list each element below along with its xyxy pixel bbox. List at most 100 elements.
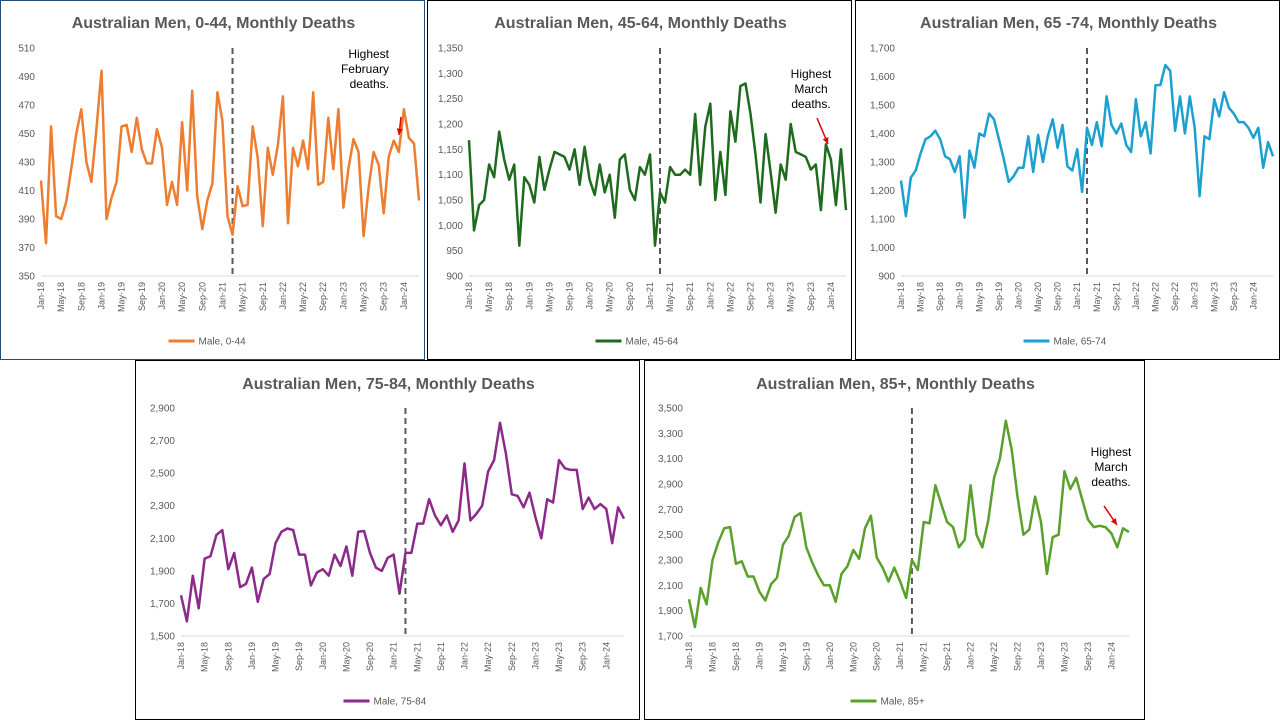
x-tick-label: May-19 (974, 282, 984, 312)
x-tick-label: May-21 (919, 642, 929, 672)
x-tick-label: Sep-21 (258, 282, 268, 311)
x-tick-label: Sep-23 (806, 282, 816, 311)
legend-label: Male, 45-64 (626, 337, 679, 348)
annotation-arrowhead (396, 128, 403, 135)
x-tick-label: Jan-22 (966, 642, 976, 670)
y-tick-label: 1,300 (438, 69, 463, 80)
chart-45-64: Australian Men, 45-64, Monthly Deaths 900… (438, 15, 848, 348)
y-tick-label: 1,900 (150, 566, 175, 577)
x-tick-label: May-20 (1033, 282, 1043, 312)
x-tick-label: Sep-21 (1111, 282, 1121, 311)
annotation-text: Highest (1091, 445, 1132, 459)
x-tick-label: Jan-21 (1072, 282, 1082, 310)
y-tick-label: 430 (18, 158, 35, 169)
x-tick-label: May-23 (1059, 642, 1069, 672)
y-tick-label: 2,500 (150, 469, 175, 480)
x-tick-label: May-23 (786, 282, 796, 312)
y-tick-label: 2,300 (658, 556, 683, 567)
y-tick-label: 370 (18, 243, 35, 254)
x-tick-label: Sep-18 (935, 282, 945, 311)
x-tick-label: Jan-21 (389, 642, 399, 670)
y-tick-label: 390 (18, 215, 35, 226)
x-tick-label: Sep-22 (1170, 282, 1180, 311)
annotation-arrowhead (822, 137, 829, 144)
legend-label: Male, 0-44 (199, 337, 247, 348)
annotation-text: Highest (348, 47, 389, 61)
annotation-arrowhead (1110, 518, 1117, 525)
x-tick-label: May-22 (989, 642, 999, 672)
series-line (687, 419, 1130, 629)
y-tick-label: 470 (18, 101, 35, 112)
x-tick-label: Jan-23 (530, 642, 540, 670)
x-tick-label: Jan-21 (895, 642, 905, 670)
x-tick-label: May-21 (412, 642, 422, 672)
x-tick-label: Jan-18 (896, 282, 906, 310)
x-tick-label: May-18 (916, 282, 926, 312)
x-tick-label: Jan-24 (1106, 642, 1116, 670)
x-tick-label: Jan-19 (247, 642, 257, 670)
x-tick-label: Sep-21 (436, 642, 446, 671)
x-tick-label: May-19 (117, 282, 127, 312)
x-tick-label: May-22 (725, 282, 735, 312)
x-tick-label: Jan-18 (176, 642, 186, 670)
x-tick-label: Jan-24 (601, 642, 611, 670)
x-tick-label: May-19 (544, 282, 554, 312)
x-tick-label: Jan-18 (684, 642, 694, 670)
x-tick-label: Sep-23 (578, 642, 588, 671)
x-tick-label: Sep-18 (223, 642, 233, 671)
y-tick-label: 1,700 (150, 599, 175, 610)
chart-title: Australian Men, 0-44, Monthly Deaths (72, 15, 356, 32)
y-tick-label: 3,500 (658, 404, 683, 415)
x-tick-label: Jan-24 (1248, 282, 1258, 310)
x-tick-label: Sep-22 (318, 282, 328, 311)
series-line (39, 69, 421, 245)
y-tick-label: 410 (18, 186, 35, 197)
chart-0-44: Australian Men, 0-44, Monthly Deaths 350 3… (18, 15, 421, 348)
x-tick-label: Jan-23 (766, 282, 776, 310)
chart-85-plus: Australian Men, 85+, Monthly Deaths 1,700… (658, 376, 1132, 708)
x-tick-label: Jan-18 (464, 282, 474, 310)
chart-title: Australian Men, 45-64, Monthly Deaths (494, 15, 787, 32)
x-tick-label: May-22 (483, 642, 493, 672)
x-tick-label: Jan-19 (955, 282, 965, 310)
y-tick-label: 1,400 (870, 129, 895, 140)
y-tick-label: 900 (878, 272, 895, 283)
x-tick-label: Sep-20 (197, 282, 207, 311)
y-tick-label: 1,350 (438, 44, 463, 55)
y-tick-label: 1,500 (150, 632, 175, 643)
series-line (179, 421, 626, 623)
y-tick-label: 1,100 (870, 215, 895, 226)
x-tick-label: Sep-18 (76, 282, 86, 311)
annotation-text: deaths. (791, 97, 830, 111)
x-tick-label: Sep-22 (1013, 642, 1023, 671)
y-tick-label: 1,300 (870, 158, 895, 169)
x-tick-label: Sep-19 (294, 642, 304, 671)
y-tick-label: 2,700 (658, 505, 683, 516)
x-tick-label: May-21 (238, 282, 248, 312)
x-tick-label: Jan-24 (826, 282, 836, 310)
x-tick-label: Jan-23 (1036, 642, 1046, 670)
x-tick-label: May-23 (1209, 282, 1219, 312)
x-tick-label: May-20 (848, 642, 858, 672)
x-tick-label: Sep-18 (731, 642, 741, 671)
x-tick-label: Sep-22 (507, 642, 517, 671)
x-tick-label: Sep-19 (137, 282, 147, 311)
annotation-text: March (794, 82, 827, 96)
chart-title: Australian Men, 75-84, Monthly Deaths (242, 376, 535, 393)
chart-title: Australian Men, 65 -74, Monthly Deaths (920, 15, 1217, 32)
x-tick-label: Sep-22 (745, 282, 755, 311)
x-tick-label: Jan-21 (645, 282, 655, 310)
x-tick-label: Jan-20 (825, 642, 835, 670)
y-tick-label: 1,700 (870, 44, 895, 55)
legend-label: Male, 85+ (881, 697, 925, 708)
y-tick-label: 1,500 (870, 101, 895, 112)
x-tick-label: Jan-23 (338, 282, 348, 310)
chart-panel-45-64: Australian Men, 45-64, Monthly Deaths 900… (427, 0, 852, 360)
x-tick-label: Jan-19 (96, 282, 106, 310)
x-tick-label: Sep-20 (872, 642, 882, 671)
y-tick-label: 510 (18, 44, 35, 55)
x-tick-label: May-19 (271, 642, 281, 672)
y-tick-label: 1,000 (870, 243, 895, 254)
x-tick-label: Sep-20 (1053, 282, 1063, 311)
x-tick-label: May-18 (707, 642, 717, 672)
